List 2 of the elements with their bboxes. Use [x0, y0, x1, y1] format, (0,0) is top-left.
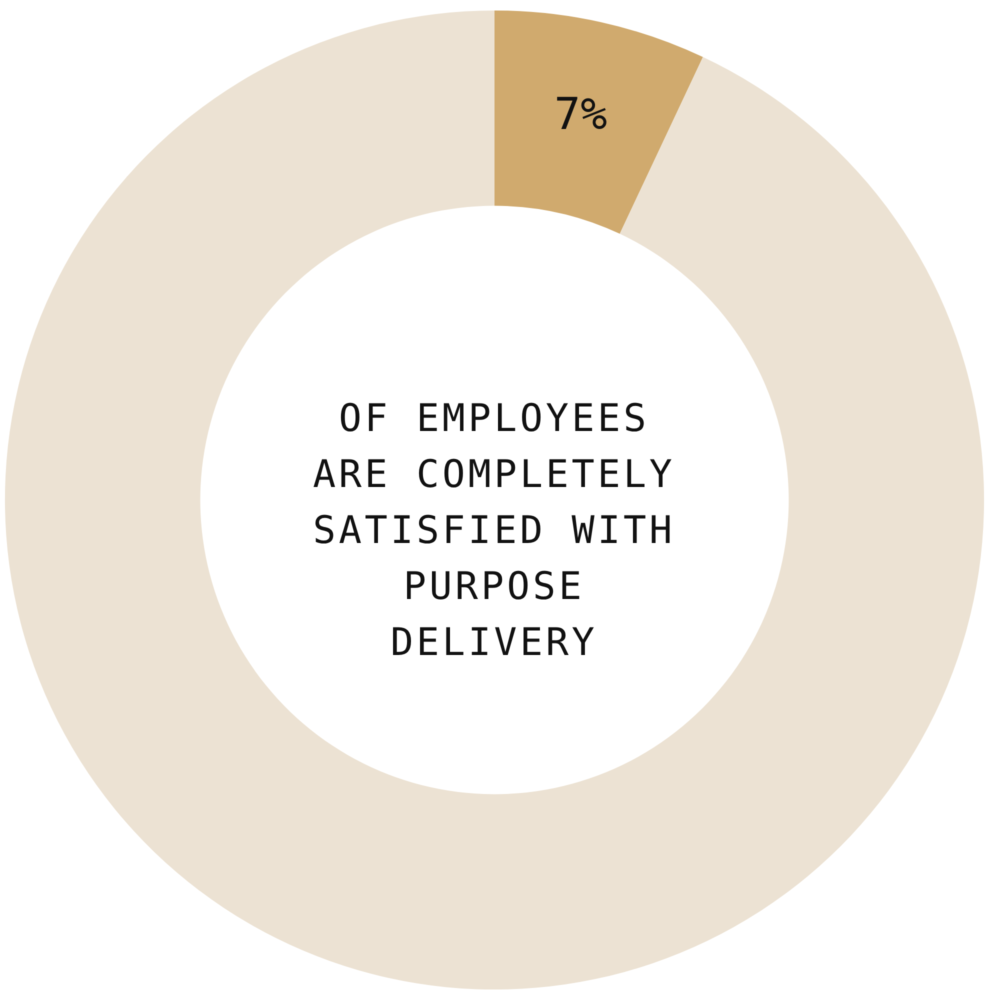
- text: OF EMPLOYEES ARE COMPLETELY SATISFIED WITH PURPOSE DELIVERY: [312, 395, 676, 666]
- data-label: 7%: [554, 89, 608, 140]
